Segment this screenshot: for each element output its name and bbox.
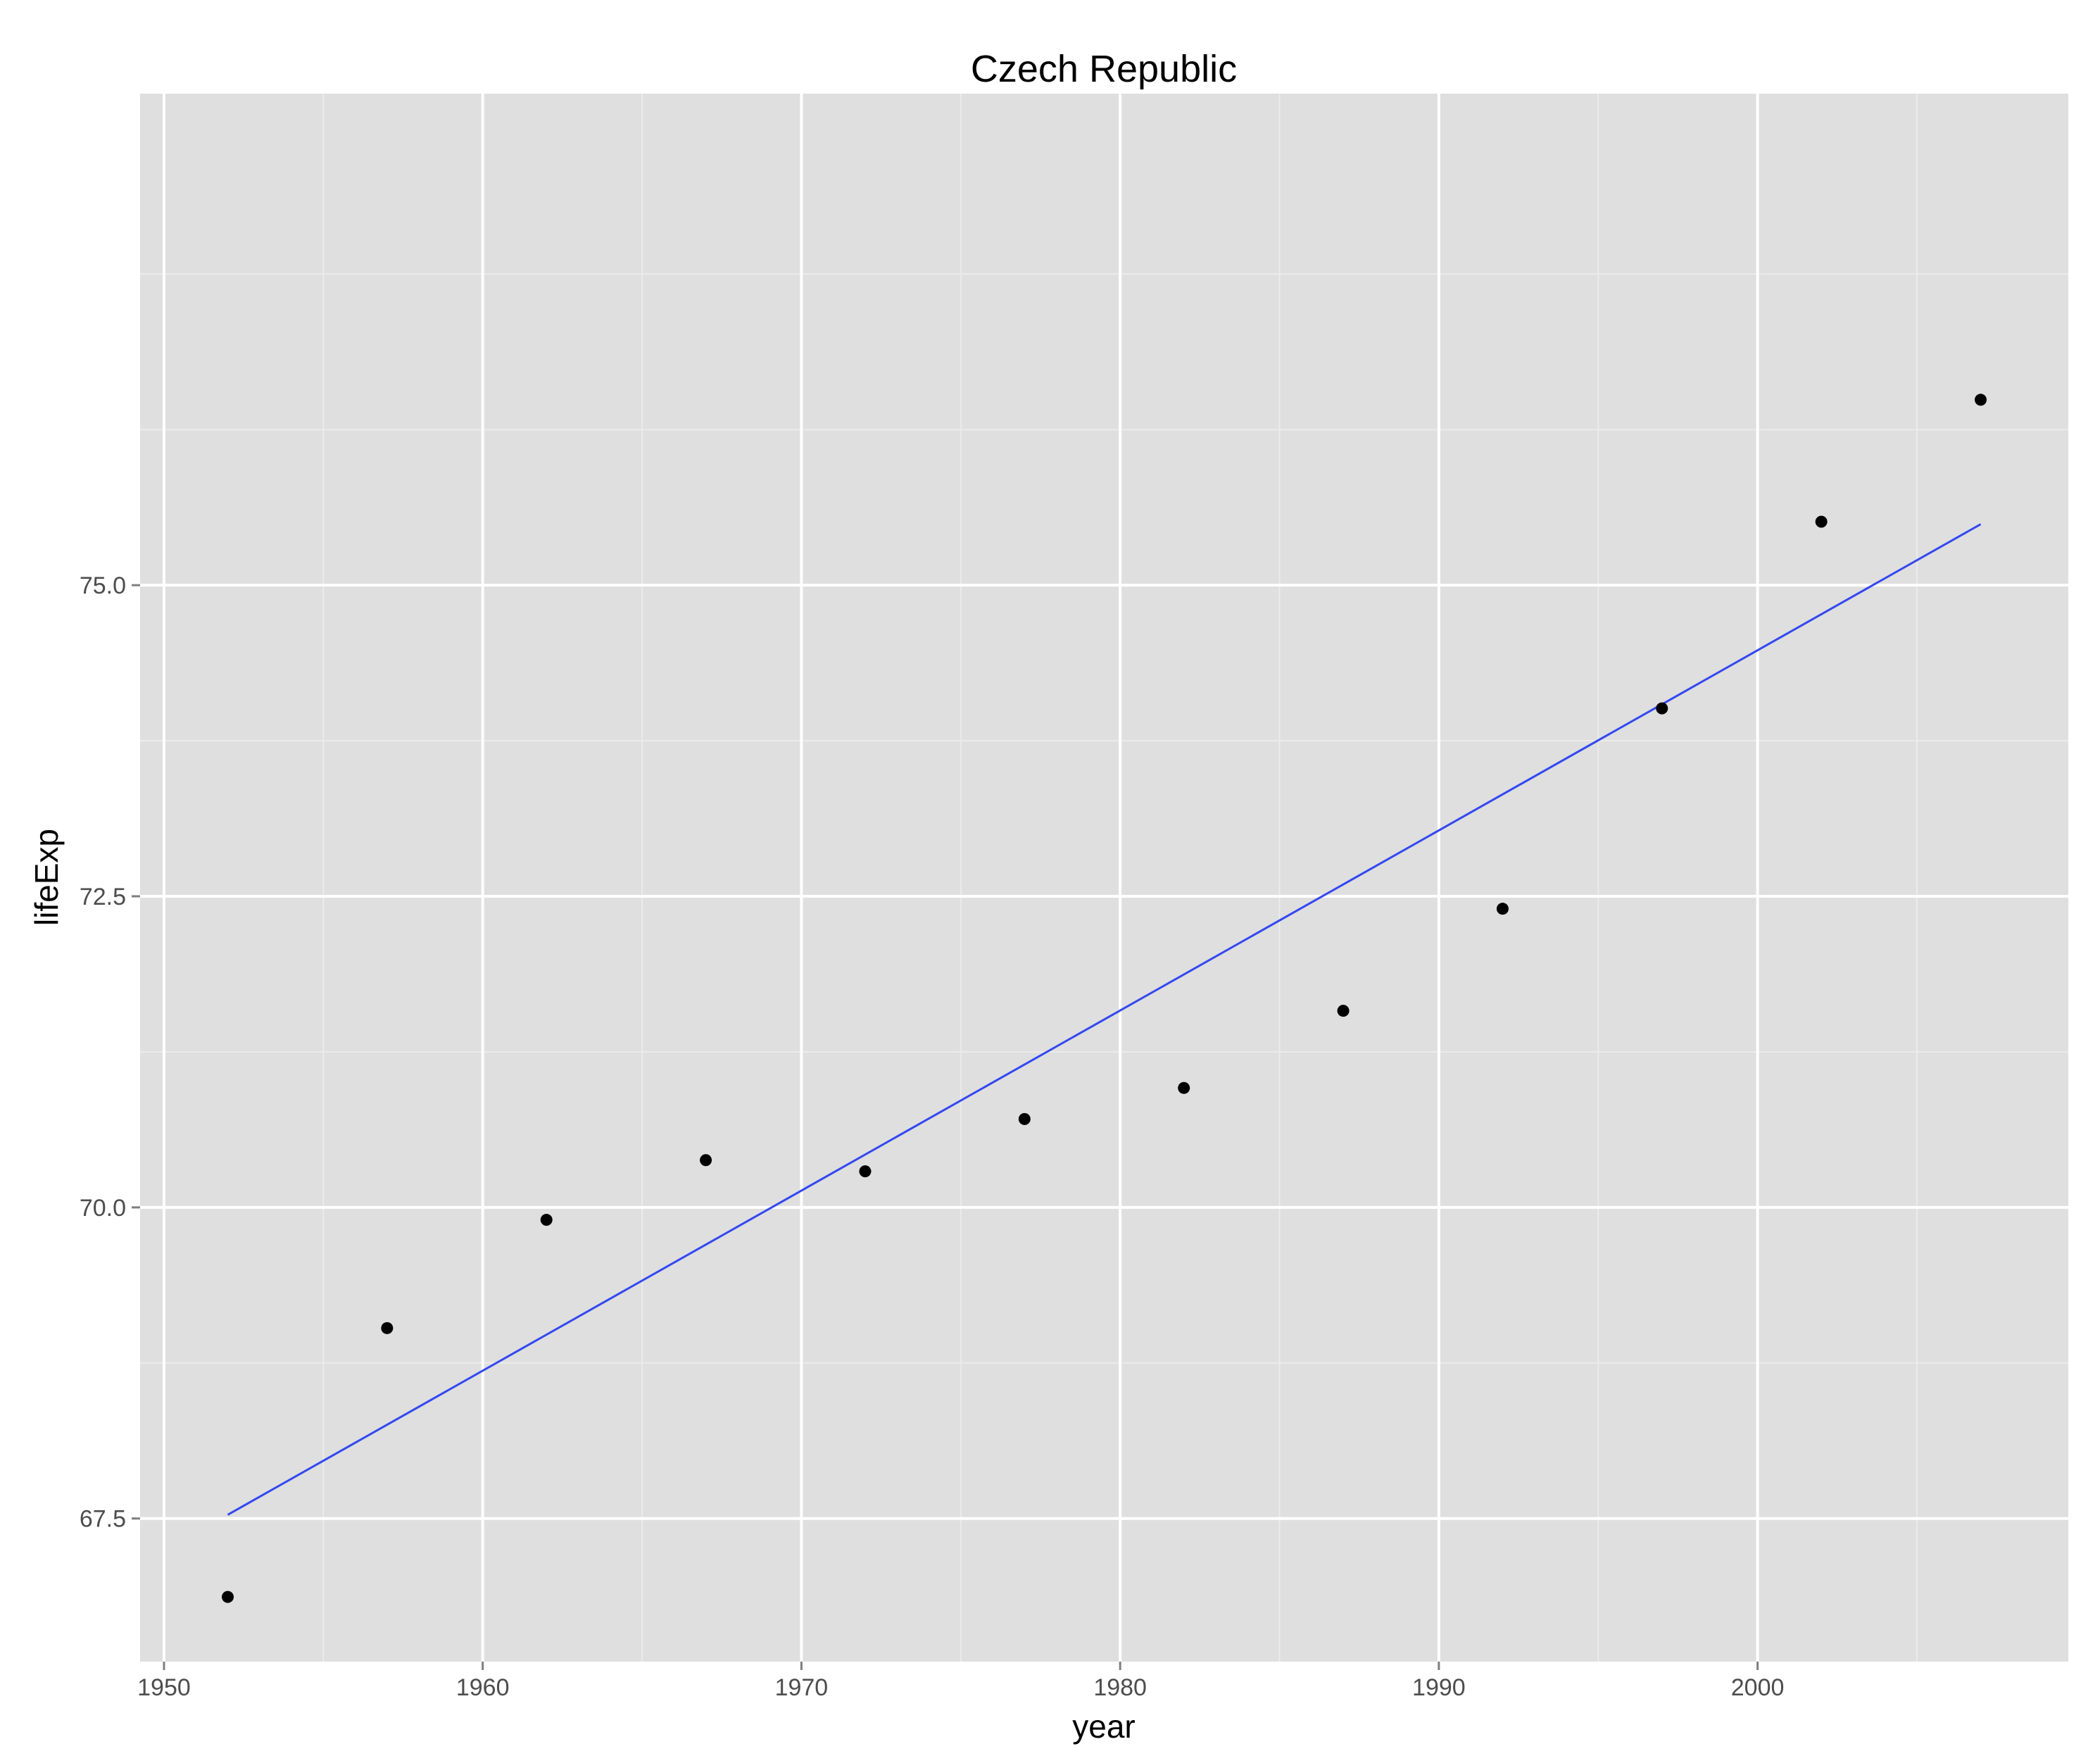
chart-title: Czech Republic [971, 48, 1237, 90]
data-point [222, 1591, 234, 1603]
x-tick-label: 2000 [1731, 1674, 1785, 1701]
data-point [1337, 1005, 1350, 1017]
x-tick-label: 1960 [456, 1674, 510, 1701]
x-axis-ticks: 1950 1960 1970 1980 1990 2000 [137, 1662, 1784, 1701]
y-tick-label: 67.5 [80, 1506, 126, 1533]
data-point [1815, 515, 1828, 528]
y-tick-label: 72.5 [80, 884, 126, 910]
y-axis-ticks: 67.5 70.0 72.5 75.0 [80, 572, 140, 1533]
x-tick-label: 1990 [1412, 1674, 1466, 1701]
data-point [1975, 394, 1987, 406]
trendline-group [227, 523, 1982, 1516]
data-point [381, 1322, 394, 1334]
data-point [700, 1154, 712, 1167]
data-point [540, 1214, 553, 1226]
x-tick-label: 1970 [775, 1674, 829, 1701]
data-point [1496, 903, 1509, 915]
x-tick-label: 1980 [1093, 1674, 1147, 1701]
x-tick-label: 1950 [137, 1674, 191, 1701]
data-point [1656, 702, 1668, 715]
y-axis-title: lifeExp [28, 829, 65, 926]
data-point [1178, 1081, 1190, 1094]
y-tick-label: 70.0 [80, 1195, 126, 1222]
data-points [222, 394, 1987, 1603]
x-axis-title: year [1072, 1708, 1135, 1745]
data-point [1018, 1112, 1031, 1125]
major-gridlines [140, 94, 2068, 1662]
plot-panel [140, 94, 2068, 1662]
data-point [859, 1165, 872, 1178]
minor-gridlines [140, 94, 2068, 1662]
trendline [227, 523, 1982, 1516]
y-tick-label: 75.0 [80, 572, 126, 599]
